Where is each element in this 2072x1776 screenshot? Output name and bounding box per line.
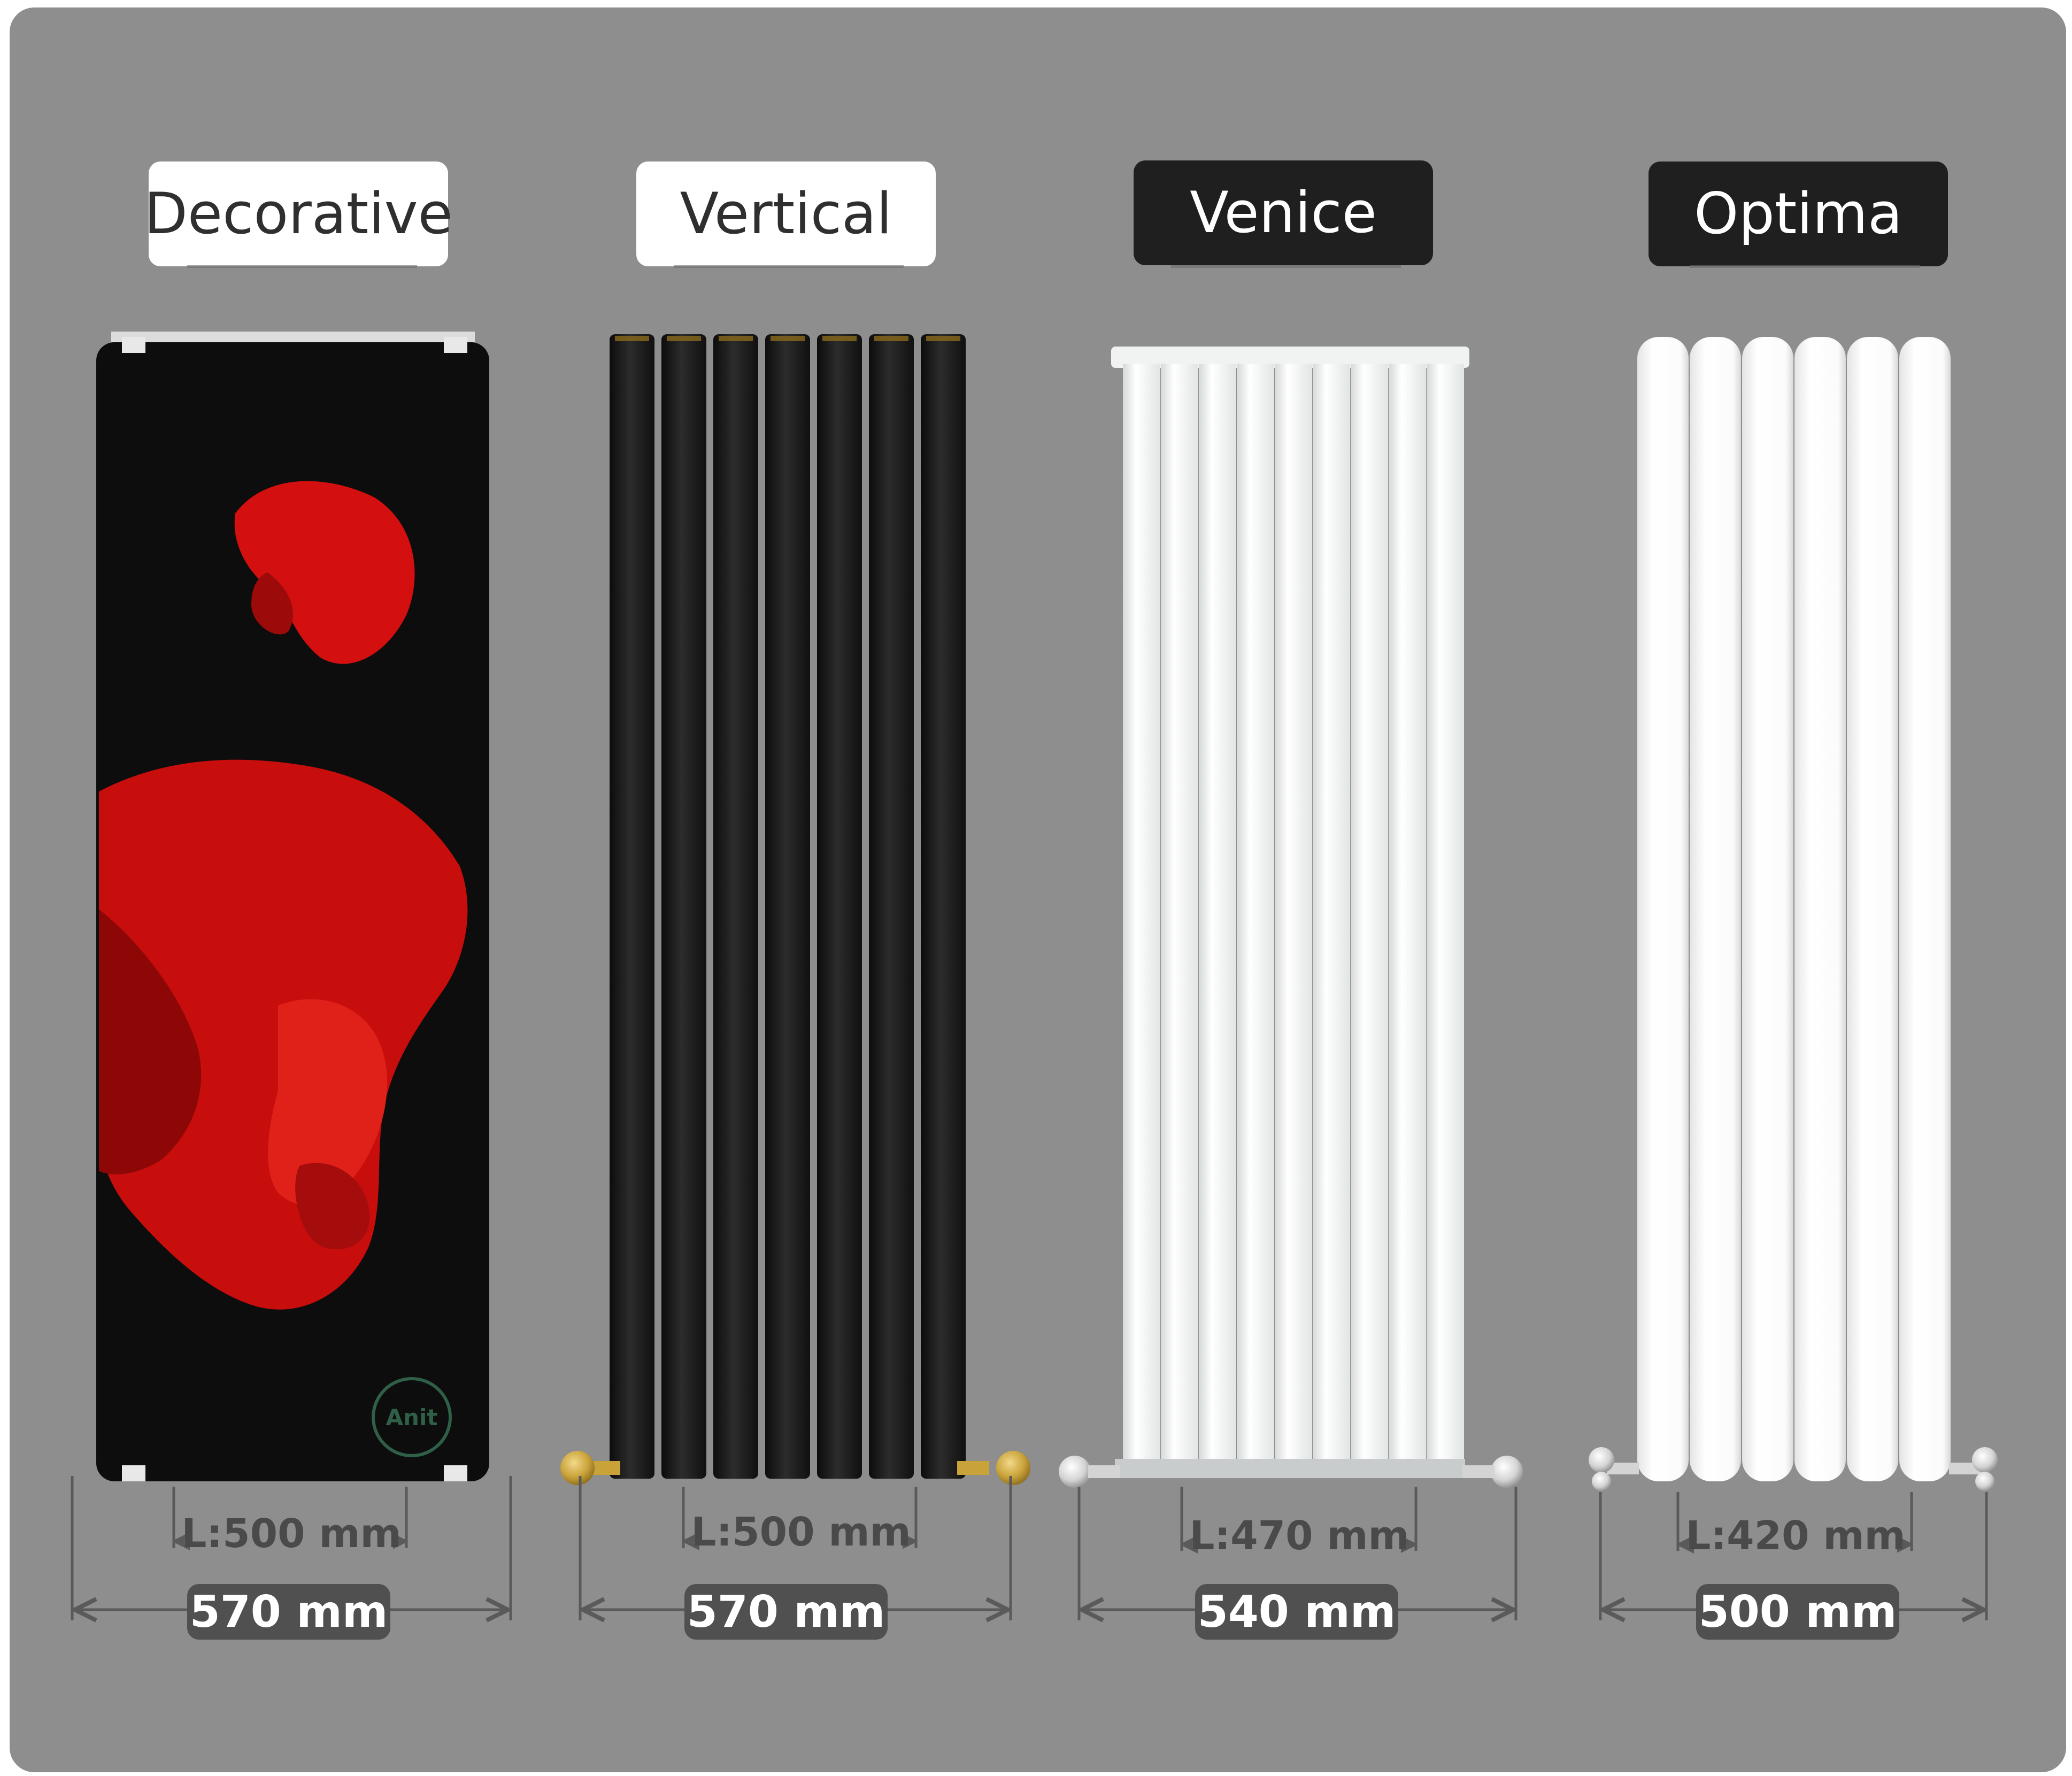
- tube: [1690, 337, 1741, 1481]
- title-underline: [187, 265, 417, 268]
- tube: [1199, 364, 1236, 1465]
- top-rail: [111, 332, 475, 342]
- inner-length-label-decorative: L:500 mm: [181, 1507, 402, 1560]
- brass-valve: [996, 1451, 1030, 1485]
- tube: [1794, 337, 1846, 1481]
- tube: [869, 334, 914, 1479]
- mount-clip: [122, 1465, 145, 1481]
- overall-width-venice: 540 mm: [1195, 1584, 1398, 1640]
- tube: [1351, 364, 1388, 1465]
- tube: [661, 334, 706, 1479]
- tube: [1237, 364, 1274, 1465]
- tube: [1275, 364, 1312, 1465]
- inner-length-label-optima: L:420 mm: [1685, 1509, 1906, 1563]
- title-decorative: Decorative: [144, 162, 453, 266]
- tube: [1637, 337, 1689, 1481]
- tube: [817, 334, 862, 1479]
- tube: [1161, 364, 1198, 1465]
- title-optima: Optima: [1649, 162, 1948, 266]
- tube: [1899, 337, 1951, 1481]
- title-underline: [1171, 265, 1401, 268]
- title-underline: [1690, 265, 1920, 268]
- mount-clip: [122, 337, 145, 353]
- chrome-valve: [1059, 1456, 1091, 1488]
- tube: [765, 334, 810, 1479]
- mount-clip: [444, 337, 467, 353]
- large-fish-image: [99, 759, 468, 1310]
- inner-length-label-venice: L:470 mm: [1189, 1509, 1409, 1563]
- chrome-valve: [1972, 1447, 1998, 1473]
- tube: [1389, 364, 1426, 1465]
- overall-width-decorative: 570 mm: [187, 1584, 390, 1640]
- chrome-valve: [1491, 1456, 1523, 1488]
- venice-radiator: [1059, 347, 1523, 1488]
- tube: [1427, 364, 1464, 1465]
- title-underline: [674, 265, 904, 268]
- brass-valve: [560, 1451, 595, 1485]
- tube: [1123, 364, 1160, 1465]
- title-venice: Venice: [1134, 160, 1433, 265]
- overall-width-vertical: 570 mm: [684, 1584, 888, 1640]
- top-header: [1111, 347, 1469, 368]
- brass-pipe: [957, 1461, 989, 1475]
- tube: [1313, 364, 1350, 1465]
- decorative-radiator: [96, 332, 489, 1481]
- vertical-radiator: [560, 334, 1030, 1485]
- title-vertical: Vertical: [636, 162, 936, 266]
- tube: [713, 334, 758, 1479]
- optima-radiator: [1589, 337, 1998, 1491]
- mount-clip: [444, 1465, 467, 1481]
- brand-logo: Anit: [372, 1377, 452, 1457]
- chrome-valve: [1589, 1447, 1614, 1473]
- tube: [921, 334, 966, 1479]
- tube: [610, 334, 654, 1479]
- inner-length-label-vertical: L:500 mm: [691, 1505, 911, 1559]
- small-fish-image: [234, 481, 415, 664]
- bottom-header: [1115, 1459, 1465, 1478]
- tube: [1847, 337, 1898, 1481]
- tube: [1742, 337, 1793, 1481]
- overall-width-optima: 500 mm: [1696, 1584, 1899, 1640]
